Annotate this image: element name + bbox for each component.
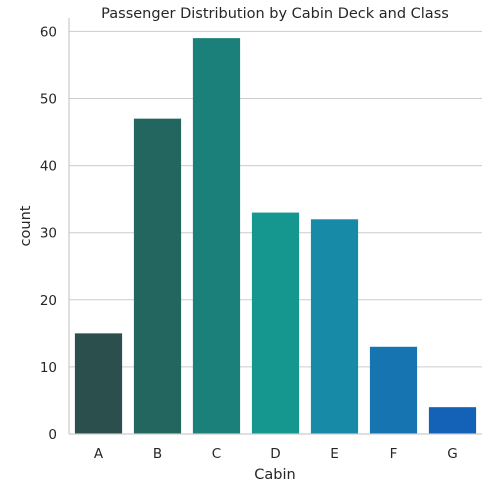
y-tick-label: 60	[40, 24, 57, 40]
y-tick-label: 20	[40, 293, 57, 309]
x-tick-label: A	[94, 446, 104, 462]
x-tick-label: G	[447, 446, 457, 462]
y-tick-label: 0	[48, 427, 57, 443]
y-axis-label: count	[18, 205, 34, 246]
y-tick-label: 40	[40, 159, 57, 175]
chart-title: Passenger Distribution by Cabin Deck and…	[101, 6, 449, 22]
x-tick-labels: A B C D E F G	[94, 446, 458, 462]
bar-A	[74, 333, 123, 434]
x-tick-label: B	[153, 446, 162, 462]
bar-B	[133, 118, 182, 434]
bar-C	[192, 38, 241, 435]
bar-G	[428, 407, 477, 434]
y-tick-labels: 0 10 20 30 40 50 60	[40, 24, 57, 443]
x-tick-label: C	[212, 446, 221, 462]
bar-D	[251, 212, 300, 434]
x-axis-label: Cabin	[254, 467, 295, 483]
y-tick-label: 10	[40, 360, 57, 376]
y-tick-label: 50	[40, 92, 57, 108]
x-tick-label: F	[390, 446, 398, 462]
bar-F	[369, 346, 418, 434]
bar-E	[310, 219, 359, 434]
bars	[74, 38, 477, 435]
x-tick-label: E	[330, 446, 339, 462]
y-tick-label: 30	[40, 226, 57, 242]
x-tick-label: D	[270, 446, 280, 462]
